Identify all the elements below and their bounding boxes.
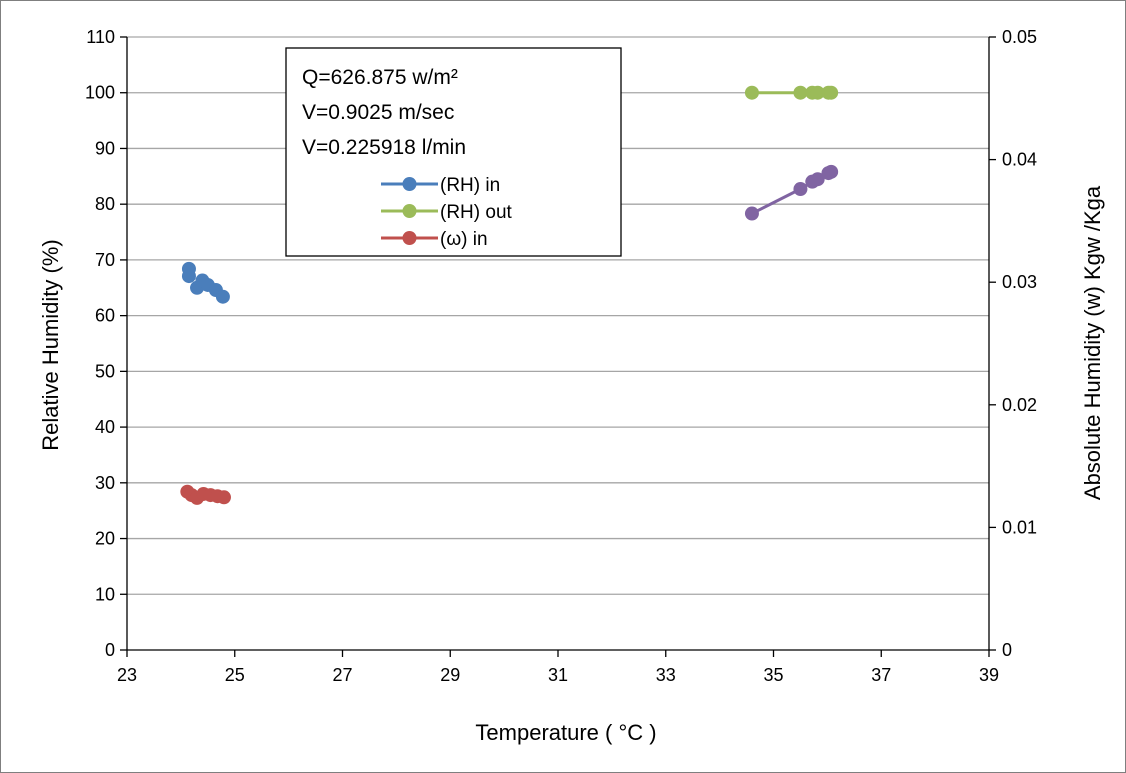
series-1-point-1 — [793, 85, 808, 100]
y2-tick-label-0.03: 0.03 — [1002, 272, 1037, 292]
series-1 — [744, 85, 839, 100]
legend-box: Q=626.875 w/m² V=0.9025 m/sec V=0.225918… — [285, 47, 622, 257]
legend-marker-2 — [402, 231, 417, 245]
series-0 — [181, 261, 230, 304]
series-2 — [180, 484, 231, 505]
y2-axis-title: Absolute Humidity (w) Kgw /Kga — [1080, 185, 1105, 500]
x-tick-label-31: 31 — [548, 665, 568, 685]
y-tick-label-70: 70 — [95, 250, 115, 270]
y-tick-label-0: 0 — [105, 640, 115, 660]
annotation-flow-rate: V=0.225918 l/min — [302, 136, 466, 159]
x-tick-label-23: 23 — [117, 665, 137, 685]
legend-label-2: (ω) in — [440, 229, 488, 250]
y2-tick-label-0.05: 0.05 — [1002, 27, 1037, 47]
tick-labels: 0 10 20 30 40 50 60 70 80 90 100 110 0 0.01 0.02 0.03 0.… — [85, 27, 1037, 685]
series-0-point-1 — [181, 269, 196, 284]
series-1-point-5 — [824, 85, 839, 100]
y2-tick-label-0.01: 0.01 — [1002, 517, 1037, 537]
axes — [120, 36, 996, 657]
y2-tick-label-0.02: 0.02 — [1002, 395, 1037, 415]
y2-tick-label-0.04: 0.04 — [1002, 150, 1037, 170]
y-tick-label-50: 50 — [95, 361, 115, 381]
y-tick-label-90: 90 — [95, 138, 115, 158]
x-tick-label-25: 25 — [225, 665, 245, 685]
y2-tick-label-0: 0 — [1002, 640, 1012, 660]
x-tick-label-33: 33 — [656, 665, 676, 685]
series-3-point-3 — [810, 172, 825, 187]
legend-marker-1 — [402, 204, 417, 218]
legend-border — [285, 47, 622, 257]
series-0-point-6 — [215, 289, 230, 304]
y-tick-label-20: 20 — [95, 529, 115, 549]
series-3-point-5 — [824, 164, 839, 179]
y-tick-label-80: 80 — [95, 194, 115, 214]
x-tick-label-37: 37 — [871, 665, 891, 685]
series-3 — [744, 164, 839, 221]
y-tick-label-100: 100 — [85, 83, 115, 103]
y-tick-label-10: 10 — [95, 584, 115, 604]
annotation-heat-flux: Q=626.875 w/m² — [302, 66, 458, 89]
series-1-point-0 — [744, 85, 759, 100]
y-axis-title: Relative Humidity (%) — [38, 239, 63, 451]
x-tick-label-27: 27 — [332, 665, 352, 685]
x-tick-label-39: 39 — [979, 665, 999, 685]
series-1-point-3 — [810, 85, 825, 100]
series-3-point-1 — [793, 182, 808, 197]
x-tick-label-29: 29 — [440, 665, 460, 685]
series-3-point-0 — [744, 206, 759, 221]
x-tick-label-35: 35 — [763, 665, 783, 685]
y-tick-label-60: 60 — [95, 306, 115, 326]
legend-label-1: (RH) out — [440, 202, 513, 223]
legend-marker-0 — [402, 177, 417, 191]
x-axis-title: Temperature ( °C ) — [475, 720, 656, 745]
legend-entries: (RH) in (RH) out (ω) in — [381, 175, 513, 250]
annotation-velocity: V=0.9025 m/sec — [302, 101, 454, 124]
series-layer — [180, 85, 839, 505]
y-tick-label-40: 40 — [95, 417, 115, 437]
series-2-point-6 — [216, 490, 231, 505]
y-tick-label-30: 30 — [95, 473, 115, 493]
y-tick-label-110: 110 — [86, 27, 115, 47]
legend-label-0: (RH) in — [440, 175, 500, 196]
